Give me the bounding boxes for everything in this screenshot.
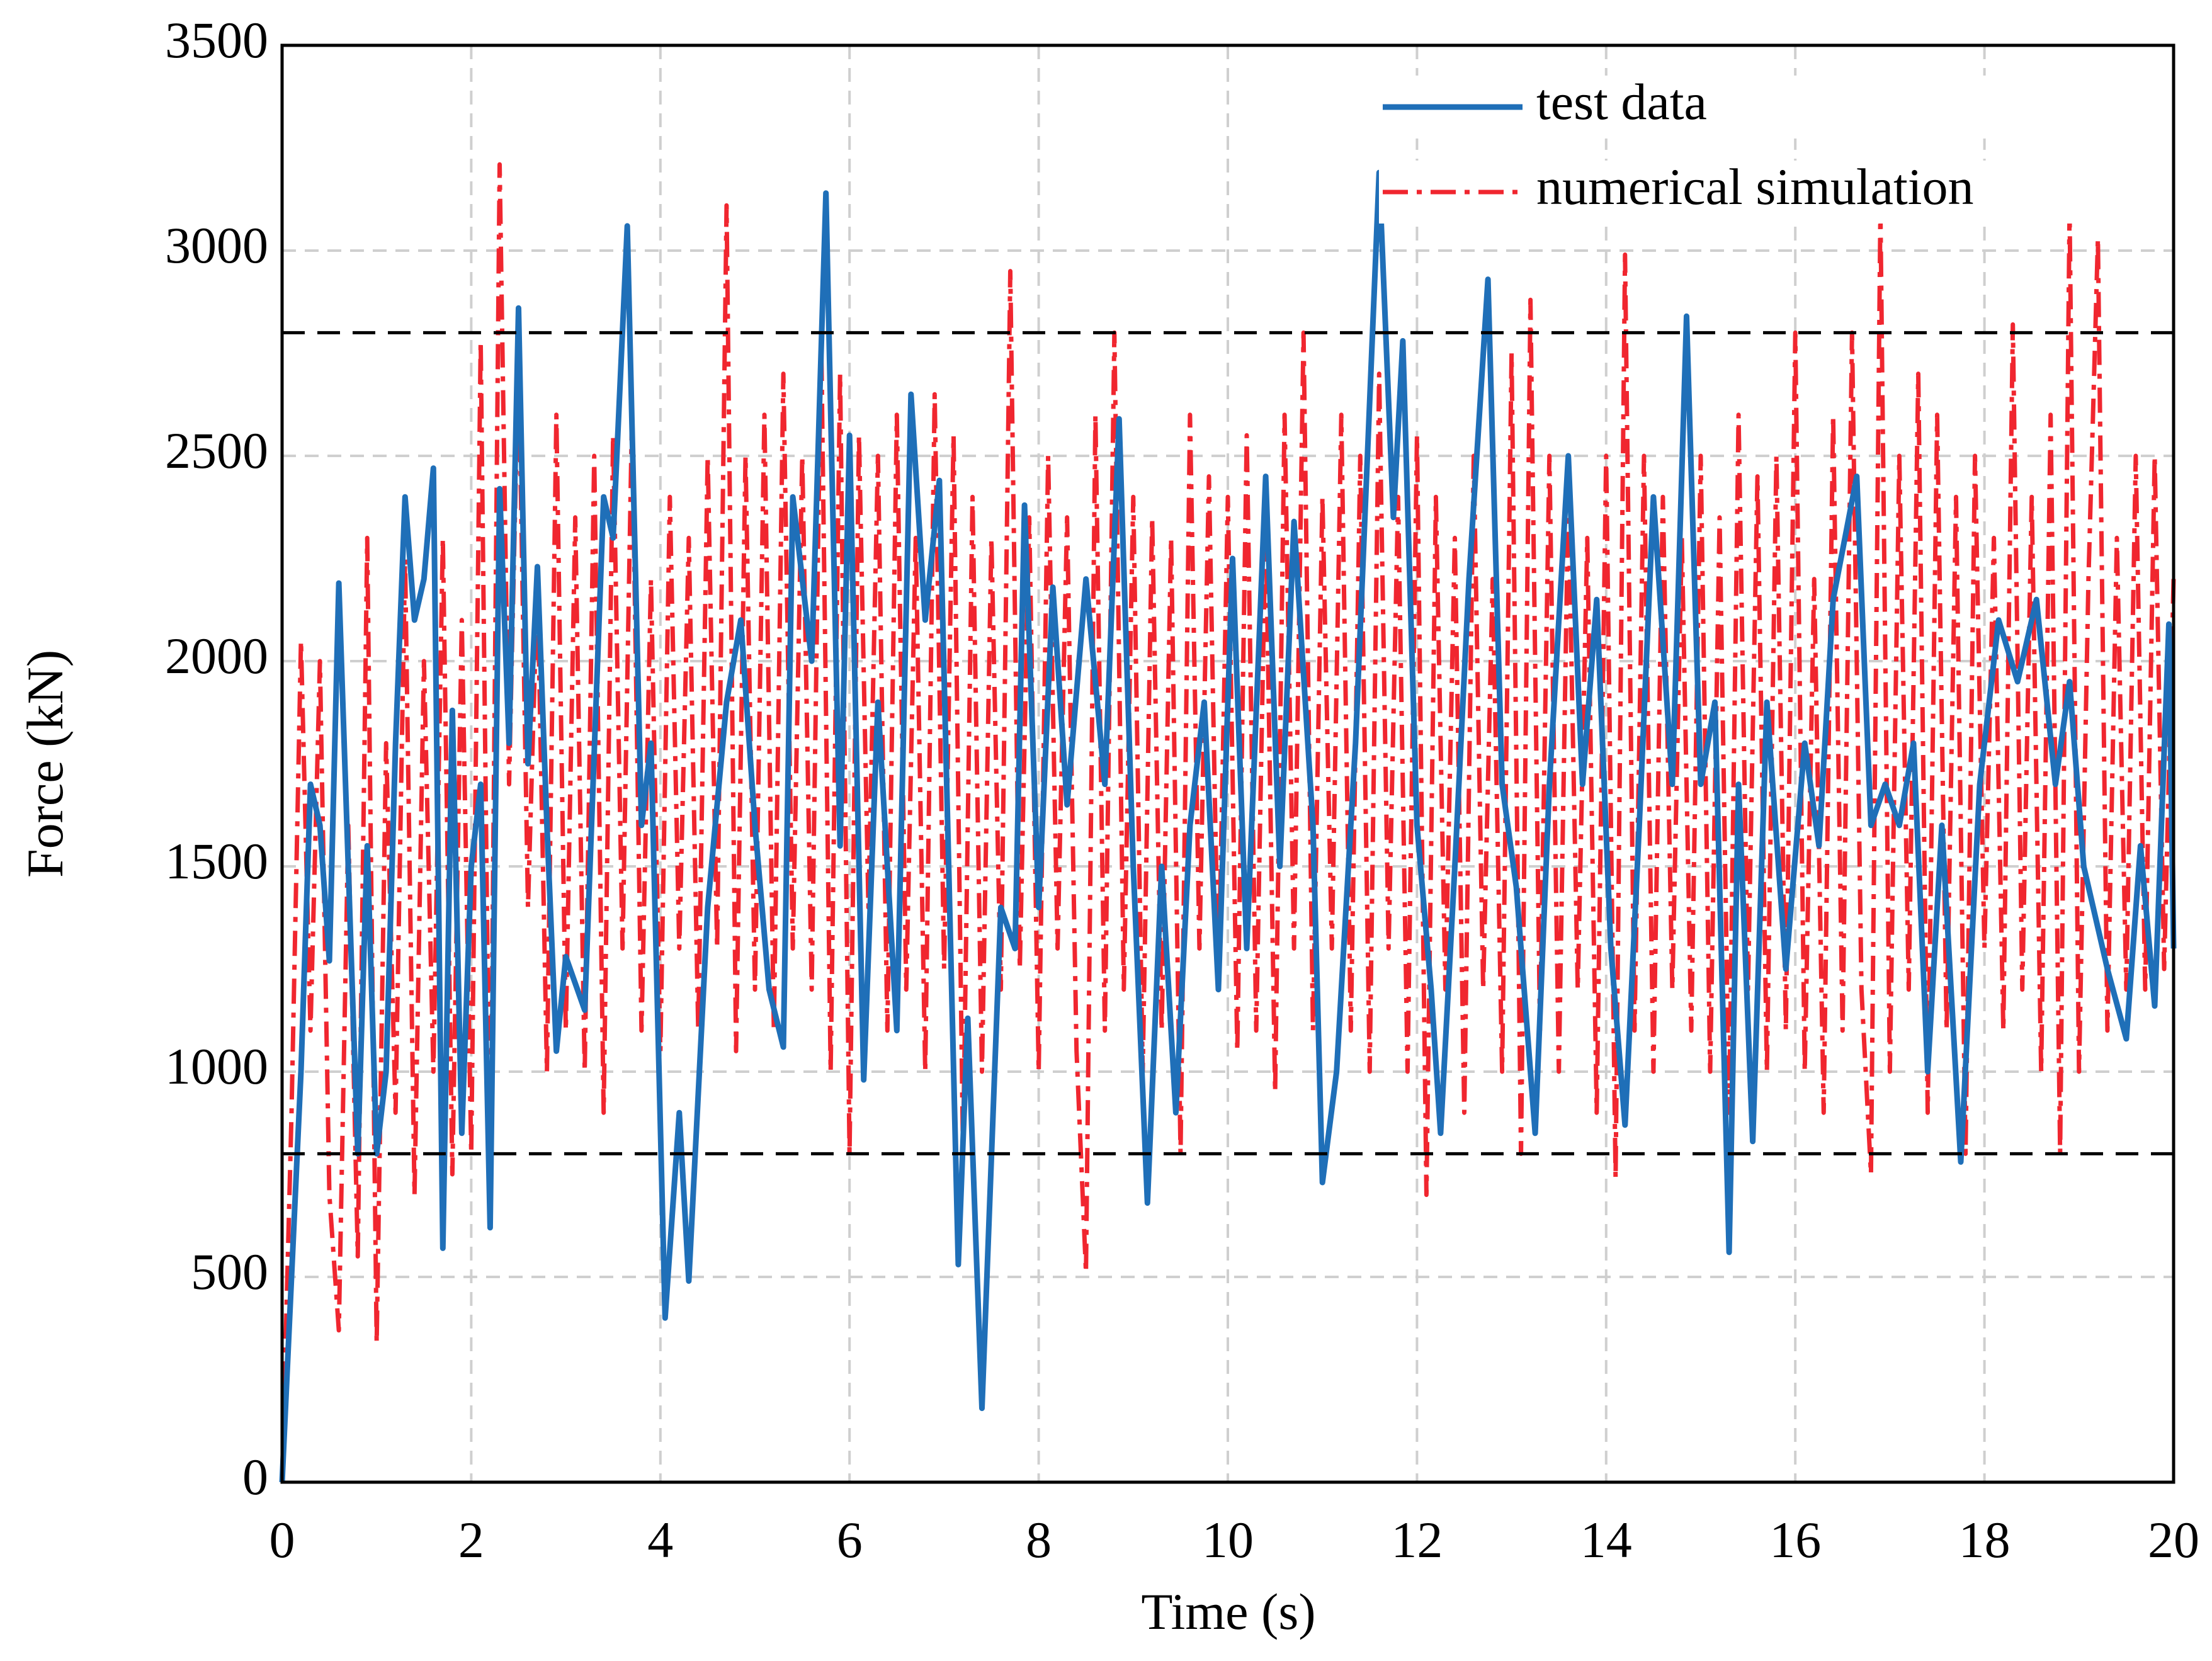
y-tick-label: 0 xyxy=(242,1448,268,1505)
x-tick-label: 10 xyxy=(1202,1511,1254,1568)
x-tick-label: 4 xyxy=(647,1511,673,1568)
x-tick-label: 2 xyxy=(458,1511,484,1568)
legend-background xyxy=(1379,161,2166,224)
y-tick-label: 3000 xyxy=(165,217,268,274)
y-tick-label: 500 xyxy=(191,1243,268,1300)
x-tick-label: 18 xyxy=(1959,1511,2011,1568)
y-tick-label: 1500 xyxy=(165,832,268,890)
x-tick-label: 6 xyxy=(837,1511,863,1568)
data-line xyxy=(279,169,2177,1483)
plot-frame xyxy=(280,43,2175,1484)
x-tick-label: 8 xyxy=(1026,1511,1052,1568)
y-tick-label: 2000 xyxy=(165,627,268,684)
legend-label: test data xyxy=(1536,73,1707,130)
y-tick-label: 2500 xyxy=(165,422,268,479)
x-axis-label: Time (s) xyxy=(1141,1583,1315,1640)
x-tick-label: 16 xyxy=(1769,1511,1821,1568)
x-tick-label: 20 xyxy=(2148,1511,2199,1568)
x-tick-label: 14 xyxy=(1580,1511,1632,1568)
y-tick-label: 3500 xyxy=(165,11,268,69)
x-tick-label: 0 xyxy=(269,1511,295,1568)
x-tick-label: 12 xyxy=(1391,1511,1443,1568)
y-axis-label: Force (kN) xyxy=(16,650,74,878)
legend-label: numerical simulation xyxy=(1536,158,1974,215)
y-tick-label: 1000 xyxy=(165,1038,268,1095)
